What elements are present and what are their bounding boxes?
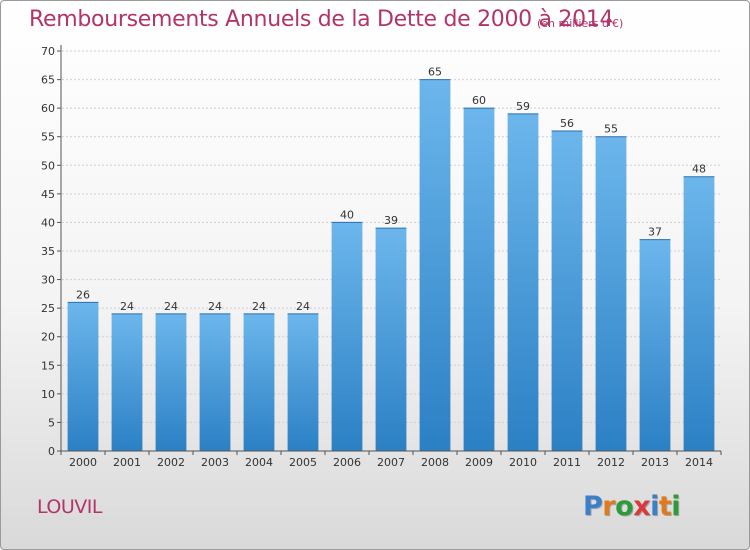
axes: 0 5 10 15 20 25 30 35 40 45 50 55 60 65 70 2000 2001 2002… bbox=[41, 45, 722, 469]
bar bbox=[463, 108, 495, 451]
data-label: 39 bbox=[384, 214, 398, 227]
y-tick-label: 65 bbox=[41, 74, 55, 87]
labels: 26 24 24 24 24 24 40 39 65 60 59 56 55 37 48 bbox=[76, 66, 706, 313]
data-label: 55 bbox=[604, 123, 618, 136]
bar bbox=[67, 302, 99, 451]
logo-letter: x bbox=[633, 491, 651, 522]
logo-letter: i bbox=[671, 491, 681, 522]
chart-title: Remboursements Annuels de la Dette de 20… bbox=[29, 7, 614, 32]
logo-letter: P bbox=[583, 491, 603, 522]
data-label: 26 bbox=[76, 288, 90, 301]
bar bbox=[639, 239, 671, 451]
data-label: 24 bbox=[296, 300, 310, 313]
proxiti-logo: Proxiti bbox=[583, 491, 681, 522]
data-label: 24 bbox=[120, 300, 134, 313]
bar bbox=[155, 313, 187, 451]
logo-letter: o bbox=[615, 491, 634, 522]
bar bbox=[331, 222, 363, 451]
x-tick-label: 2014 bbox=[685, 456, 713, 469]
x-tick-label: 2008 bbox=[421, 456, 449, 469]
x-tick-label: 2006 bbox=[333, 456, 361, 469]
data-label: 37 bbox=[648, 226, 662, 239]
logo-letter: r bbox=[602, 491, 616, 522]
x-tick-label: 2004 bbox=[245, 456, 273, 469]
bar bbox=[111, 313, 143, 451]
x-tick-label: 2012 bbox=[597, 456, 625, 469]
bars bbox=[67, 79, 715, 452]
y-tick-label: 70 bbox=[41, 45, 55, 58]
data-label: 40 bbox=[340, 208, 354, 221]
bar bbox=[595, 136, 627, 451]
x-tick-label: 2010 bbox=[509, 456, 537, 469]
y-tick-label: 10 bbox=[41, 388, 55, 401]
bar bbox=[551, 131, 583, 451]
data-label: 24 bbox=[252, 300, 266, 313]
y-tick-label: 35 bbox=[41, 245, 55, 258]
data-label: 59 bbox=[516, 100, 530, 113]
data-label: 65 bbox=[428, 66, 442, 79]
bar bbox=[507, 113, 539, 452]
logo-letter: i bbox=[650, 491, 659, 522]
data-label: 60 bbox=[472, 94, 486, 107]
y-tick-label: 50 bbox=[41, 159, 55, 172]
y-tick-label: 45 bbox=[41, 188, 55, 201]
data-label: 24 bbox=[164, 300, 178, 313]
x-tick-label: 2013 bbox=[641, 456, 669, 469]
y-tick-label: 55 bbox=[41, 131, 55, 144]
bar bbox=[375, 228, 407, 451]
bar bbox=[419, 79, 451, 451]
bar bbox=[287, 313, 319, 451]
x-tick-label: 2000 bbox=[69, 456, 97, 469]
bar bbox=[683, 176, 715, 451]
data-label: 24 bbox=[208, 300, 222, 313]
x-tick-label: 2005 bbox=[289, 456, 317, 469]
y-tick-label: 20 bbox=[41, 331, 55, 344]
bar bbox=[243, 313, 275, 451]
commune-name: LOUVIL bbox=[37, 496, 102, 518]
y-tick-label: 0 bbox=[48, 445, 55, 458]
x-tick-label: 2007 bbox=[377, 456, 405, 469]
y-tick-label: 5 bbox=[48, 416, 55, 429]
bar bbox=[199, 313, 231, 451]
chart-unit: (en milliers d'€) bbox=[537, 17, 624, 30]
y-tick-label: 60 bbox=[41, 102, 55, 115]
x-tick-label: 2011 bbox=[553, 456, 581, 469]
data-label: 48 bbox=[692, 163, 706, 176]
y-tick-label: 30 bbox=[41, 274, 55, 287]
x-tick-label: 2002 bbox=[157, 456, 185, 469]
x-tick-label: 2003 bbox=[201, 456, 229, 469]
data-label: 56 bbox=[560, 117, 574, 130]
x-tick-label: 2009 bbox=[465, 456, 493, 469]
x-tick-label: 2001 bbox=[113, 456, 141, 469]
y-tick-label: 25 bbox=[41, 302, 55, 315]
y-tick-label: 15 bbox=[41, 359, 55, 372]
y-tick-label: 40 bbox=[41, 216, 55, 229]
logo-letter: t bbox=[658, 491, 672, 522]
